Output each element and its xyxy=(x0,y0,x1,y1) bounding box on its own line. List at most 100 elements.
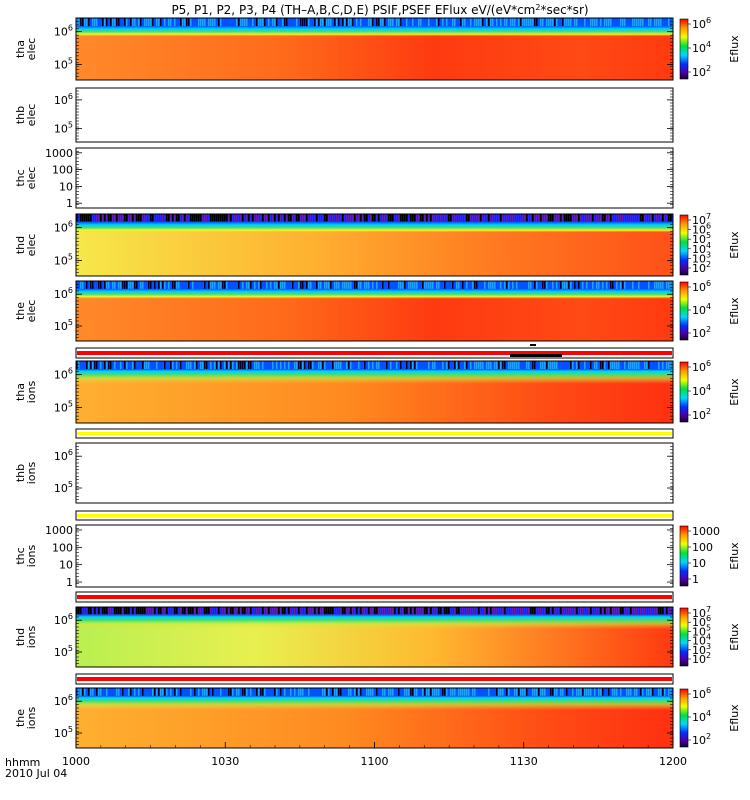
ytick-thb-elec-0: 106 xyxy=(54,92,73,107)
spectrogram-overlay-the-elec xyxy=(76,288,673,322)
cbtick-thd-elec-2: 105 xyxy=(692,231,711,246)
colorbar-thd-elec xyxy=(679,214,689,276)
cbtick-thd-ions-2: 105 xyxy=(692,623,711,638)
colorbar-thc-ions xyxy=(679,525,689,587)
panel-thb-ions: 106 105 thbions xyxy=(14,442,674,504)
xlabel-line2: 2010 Jul 04 xyxy=(5,767,67,780)
status-marker xyxy=(510,354,562,357)
noise-band-the-elec xyxy=(76,281,674,289)
colorbar-tha-ions xyxy=(679,361,689,423)
cbtick-tha-ions-0: 106 xyxy=(692,359,711,374)
cbtick-thd-elec-5: 102 xyxy=(692,260,711,275)
ylabel-thc-ions: thcions xyxy=(14,544,38,567)
cbtick-tha-ions-1: 104 xyxy=(692,383,711,398)
spectrogram-overlay-tha-ions xyxy=(76,368,673,403)
panel-thb-elec: 106 105 thbelec xyxy=(14,87,674,143)
spectrogram-overlay-the-ions xyxy=(76,695,673,729)
status-bar-tha-ions xyxy=(75,428,674,439)
colorbar-the-ions xyxy=(679,688,689,748)
panel-thc-elec: 1000 100 10 1 thcelec xyxy=(14,147,674,210)
cbtick-the-ions-2: 102 xyxy=(692,732,711,747)
ytick-thb-elec-1: 105 xyxy=(54,121,73,136)
cbtick-thc-ions-3: 1 xyxy=(692,573,699,586)
ytick-the-ions-0: 106 xyxy=(54,693,73,708)
status-bar-thd-ions xyxy=(75,673,674,685)
ytick-thd-ions-1: 105 xyxy=(54,644,73,659)
xtick-4: 1200 xyxy=(659,755,687,768)
cbtick-tha-elec-2: 102 xyxy=(692,64,711,79)
cbtick-the-ions-0: 106 xyxy=(692,686,711,701)
spectrogram-overlay-tha-elec xyxy=(76,25,673,60)
ylabel-thd-elec: thdelec xyxy=(14,234,38,257)
xtick-0: 1000 xyxy=(62,755,90,768)
panel-the-elec: 106 105 theelec 106 104 102 Eflux xyxy=(14,279,741,342)
panel-tha-ions: 106 105 thaions 106 104 102 Eflux xyxy=(14,359,741,424)
cbtick-the-elec-2: 102 xyxy=(692,325,711,340)
ytick-thc-elec-2: 10 xyxy=(59,180,73,193)
ytick-thc-ions-2: 10 xyxy=(59,559,73,572)
panels-group: 106105thaelec106104102Eflux106105thbelec… xyxy=(14,16,741,749)
ylabel-the-elec: theelec xyxy=(14,300,38,323)
ytick-the-ions-1: 105 xyxy=(54,725,73,740)
colorbar-label-thd-ions: Eflux xyxy=(728,623,741,651)
cbtick-thd-elec-1: 106 xyxy=(692,222,711,237)
cbtick-the-elec-1: 104 xyxy=(692,302,711,317)
ytick-thb-ions-1: 105 xyxy=(54,480,73,495)
cbtick-tha-ions-2: 102 xyxy=(692,407,711,422)
spectrogram-overlay-thd-elec xyxy=(76,221,673,256)
cbtick-thd-ions-1: 106 xyxy=(692,614,711,629)
cbtick-thd-elec-4: 103 xyxy=(692,250,711,265)
ylabel-thc-elec: thcelec xyxy=(14,167,38,190)
status-bar-the-elec xyxy=(75,347,674,359)
ytick-the-elec-1: 105 xyxy=(54,318,73,333)
ytick-tha-elec-1: 105 xyxy=(54,57,73,72)
colorbar-thd-ions xyxy=(679,607,689,667)
cbtick-thc-ions-0: 1000 xyxy=(692,525,720,538)
cbtick-thd-elec-3: 104 xyxy=(692,241,711,256)
ytick-thd-elec-0: 106 xyxy=(54,220,73,235)
ytick-tha-ions-1: 105 xyxy=(54,400,73,415)
xtick-1: 1030 xyxy=(211,755,239,768)
ytick-thc-ions-3: 1 xyxy=(66,576,73,589)
panel-tha-elec: 106 105 thaelec 106 104 102 Eflux xyxy=(14,16,741,81)
noise-band-the-ions xyxy=(76,688,674,696)
colorbar-label-tha-elec: Eflux xyxy=(728,35,741,63)
xlabel-line1: hhmm xyxy=(5,756,40,769)
cbtick-tha-elec-1: 104 xyxy=(692,40,711,55)
colorbar-label-the-ions: Eflux xyxy=(728,704,741,732)
spectrogram-empty-thc-ions xyxy=(76,525,673,587)
noise-band-thd-elec xyxy=(76,214,674,222)
panel-thc-ions: 1000 100 10 1 thcions 1000 100 10 1 Eflux xyxy=(14,524,741,589)
ytick-tha-elec-0: 106 xyxy=(54,24,73,39)
ylabel-thd-ions: thdions xyxy=(14,625,38,648)
ytick-thc-elec-1: 100 xyxy=(52,164,73,177)
noise-band-thd-ions xyxy=(76,607,674,615)
cbtick-the-ions-1: 104 xyxy=(692,709,711,724)
xtick-3: 1130 xyxy=(510,755,538,768)
status-bar-thc-ions xyxy=(75,591,674,603)
ytick-thb-ions-0: 106 xyxy=(54,448,73,463)
xtick-2: 1100 xyxy=(361,755,389,768)
ytick-thc-ions-1: 100 xyxy=(52,541,73,554)
ylabel-thb-elec: thbelec xyxy=(14,104,38,127)
ytick-thd-ions-0: 106 xyxy=(54,612,73,627)
cbtick-thc-ions-2: 10 xyxy=(692,557,706,570)
spectrogram-empty-thc-elec xyxy=(76,148,673,208)
ytick-thc-elec-3: 1 xyxy=(66,197,73,210)
status-bars-group xyxy=(75,344,674,685)
ylabel-tha-ions: thaions xyxy=(14,380,38,403)
spectrogram-empty-thb-ions xyxy=(76,443,673,503)
ylabel-thb-ions: thbions xyxy=(14,461,38,484)
colorbar-label-tha-ions: Eflux xyxy=(728,378,741,406)
colorbar-label-thc-ions: Eflux xyxy=(728,542,741,570)
ytick-the-elec-0: 106 xyxy=(54,286,73,301)
ytick-thc-ions-0: 1000 xyxy=(45,524,73,537)
colorbar-label-thd-elec: Eflux xyxy=(728,231,741,259)
noise-band-tha-ions xyxy=(76,361,674,370)
ylabel-tha-elec: thaelec xyxy=(14,38,38,61)
cbtick-thd-ions-3: 104 xyxy=(692,633,711,648)
status-marker-small xyxy=(530,344,536,346)
